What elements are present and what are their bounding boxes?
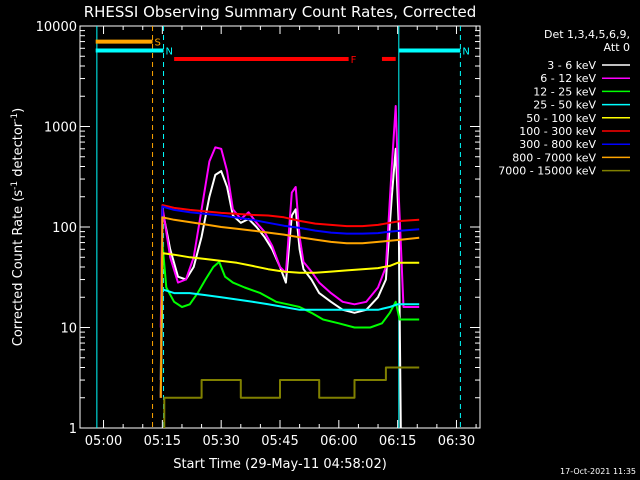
generation-timestamp: 17-Oct-2021 11:35 bbox=[560, 467, 636, 476]
y-tick-label-0: 1 bbox=[69, 422, 77, 437]
status-bar-label-0: S bbox=[155, 38, 161, 49]
status-bar-label-2: N bbox=[462, 47, 469, 58]
legend-label-5: 100 - 300 keV bbox=[519, 125, 596, 138]
legend-label-4: 50 - 100 keV bbox=[526, 112, 596, 125]
status-bar-label-1: N bbox=[166, 47, 173, 58]
x-tick-label-3: 05:45 bbox=[261, 434, 298, 449]
series-line-1 bbox=[159, 105, 420, 328]
time-markers bbox=[96, 26, 461, 428]
x-tick-label-6: 06:30 bbox=[438, 434, 475, 449]
chart-title: RHESSI Observing Summary Count Rates, Co… bbox=[84, 3, 477, 21]
x-tick-label-0: 05:00 bbox=[85, 434, 122, 449]
y-axis-label-main: Corrected Count Rate (s bbox=[11, 190, 26, 347]
plot-frame bbox=[79, 25, 481, 429]
x-tick-label-1: 05:15 bbox=[144, 434, 181, 449]
series-line-8 bbox=[163, 366, 420, 428]
series-line-3 bbox=[159, 288, 420, 398]
series-line-7 bbox=[159, 216, 420, 398]
x-axis-label: Start Time (29-May-11 04:58:02) bbox=[173, 457, 387, 472]
series-line-2 bbox=[159, 241, 420, 398]
status-bar-label-3: F bbox=[351, 55, 357, 66]
legend-label-0: 3 - 6 keV bbox=[547, 59, 596, 72]
legend-header-line2: Att 0 bbox=[604, 41, 630, 54]
y-axis-label: Corrected Count Rate (s-1 detector-1) bbox=[10, 108, 26, 346]
series-lines bbox=[159, 105, 420, 429]
x-tick-label-2: 05:30 bbox=[202, 434, 239, 449]
series-line-4 bbox=[159, 252, 420, 398]
y-axis-label-end: ) bbox=[11, 108, 26, 113]
legend-label-3: 25 - 50 keV bbox=[533, 99, 596, 112]
legend-label-2: 12 - 25 keV bbox=[533, 85, 596, 98]
y-axis-label-sup1: -1 bbox=[10, 181, 20, 190]
legend-label-1: 6 - 12 keV bbox=[540, 72, 596, 85]
axes: 05:00 05:15 05:30 05:45 06:00 06:15 06:30 1 10 10… bbox=[36, 20, 480, 449]
y-tick-label-3: 1000 bbox=[44, 121, 77, 136]
legend-label-6: 300 - 800 keV bbox=[519, 138, 596, 151]
series-line-6 bbox=[159, 205, 420, 398]
legend-label-7: 800 - 7000 keV bbox=[512, 151, 596, 164]
series-line-5 bbox=[159, 204, 420, 398]
y-axis-label-mid: detector bbox=[11, 121, 26, 181]
legend-label-8: 7000 - 15000 keV bbox=[498, 165, 596, 178]
y-tick-label-4: 10000 bbox=[36, 20, 77, 35]
y-tick-label-2: 100 bbox=[52, 221, 77, 236]
status-bars: SN NF bbox=[95, 38, 470, 66]
y-axis-label-sup2: -1 bbox=[10, 113, 20, 122]
legend-header-line1: Det 1,3,4,5,6,9, bbox=[544, 28, 630, 41]
y-tick-label-1: 10 bbox=[60, 322, 77, 337]
x-tick-label-4: 06:00 bbox=[320, 434, 357, 449]
x-tick-label-5: 06:15 bbox=[379, 434, 416, 449]
